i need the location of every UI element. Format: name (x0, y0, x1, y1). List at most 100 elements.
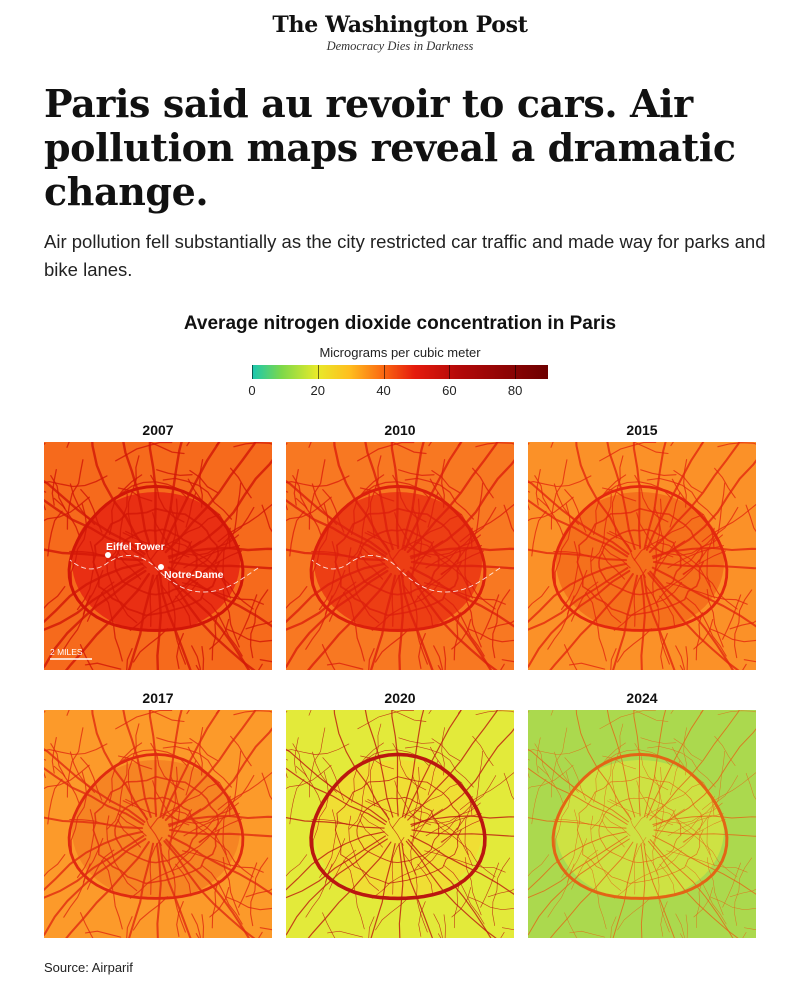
road-segment (655, 808, 685, 831)
road-segment (612, 843, 638, 938)
road-segment (417, 595, 434, 629)
legend-tick (317, 365, 319, 379)
road-segment (198, 816, 225, 843)
road-segment (163, 840, 256, 938)
road-segment (182, 850, 264, 873)
brand-logo[interactable]: The Washington Post (272, 12, 528, 38)
road-segment (554, 503, 572, 585)
road-segment (168, 828, 272, 838)
road-segment (149, 782, 220, 829)
road-segment (222, 588, 240, 648)
road-segment (406, 442, 499, 554)
road-segment (440, 816, 467, 843)
road-segment (528, 475, 592, 488)
road-segment (375, 896, 410, 931)
peripherique-ring (551, 752, 729, 900)
road-segment (471, 467, 494, 499)
road-segment (229, 467, 252, 499)
road-segment (534, 743, 550, 777)
road-segment (564, 912, 578, 938)
road-segment (606, 442, 636, 551)
road-network (44, 710, 272, 938)
road-segment (230, 735, 252, 767)
legend-label: 60 (442, 383, 457, 398)
road-segment (549, 841, 634, 938)
road-segment (590, 762, 612, 830)
source-note: Source: Airparif (44, 960, 133, 975)
road-segment (44, 562, 144, 624)
road-segment (370, 843, 396, 938)
road-segment (92, 775, 220, 885)
road-segment (286, 835, 386, 899)
road-segment (410, 835, 514, 895)
road-segment (66, 727, 84, 798)
road-segment (717, 442, 756, 448)
road-segment (176, 632, 184, 670)
road-segment (414, 541, 474, 599)
road-segment (80, 488, 103, 533)
road-segment (47, 510, 63, 557)
road-segment (433, 913, 443, 938)
map-panel: 2020 (286, 690, 514, 938)
road-segment (368, 648, 375, 670)
road-segment (640, 469, 677, 476)
road-segment (564, 757, 587, 801)
road-segment (44, 764, 90, 790)
map-panel: 2007 Eiffel Tower Notre-Dame 2 MILES (44, 422, 272, 670)
map-panel: 2024 (528, 690, 756, 938)
road-segment (70, 503, 88, 585)
road-segment (391, 710, 427, 722)
road-segment (464, 857, 482, 916)
road-segment (531, 510, 547, 557)
road-segment (181, 582, 264, 605)
road-segment (652, 560, 756, 570)
road-network (286, 710, 514, 938)
road-segment (286, 767, 386, 825)
road-segment (415, 809, 473, 867)
road-segment (528, 854, 550, 877)
road-segment (437, 775, 497, 836)
road-segment (311, 483, 338, 526)
road-segment (44, 767, 145, 826)
road-segment (656, 827, 700, 870)
road-segment (44, 548, 144, 562)
road-segment (423, 582, 506, 605)
road-segment (326, 662, 364, 670)
road-segment (401, 710, 425, 818)
eiffel-tower-label: Eiffel Tower (106, 541, 165, 553)
road-segment (410, 560, 514, 570)
road-segment (636, 512, 674, 558)
road-segment (360, 755, 395, 770)
central-hotspot (556, 760, 724, 900)
road-segment (132, 628, 169, 663)
road-segment (682, 548, 709, 575)
road-segment (168, 506, 181, 577)
road-segment (634, 782, 704, 829)
peripherique-ring (309, 752, 487, 901)
road-segment (714, 467, 736, 499)
road-segment (528, 548, 628, 562)
road-segment (673, 470, 703, 494)
road-segment (675, 551, 738, 610)
road-segment (168, 774, 181, 845)
road-segment (233, 442, 272, 448)
road-segment (441, 727, 445, 776)
landmark-annotations: Eiffel Tower Notre-Dame 2 MILES (50, 541, 224, 660)
road-segment (150, 742, 185, 791)
road-segment (152, 512, 190, 558)
road-segment (599, 710, 656, 730)
road-segment (286, 475, 350, 488)
road-segment (675, 820, 738, 878)
road-segment (161, 802, 239, 824)
road-segment (425, 544, 483, 569)
seine-river (311, 555, 501, 593)
road-segment (44, 566, 145, 631)
road-segment (685, 865, 727, 925)
road-segment (44, 498, 145, 558)
road-segment (286, 566, 387, 631)
road-segment (528, 817, 627, 829)
road-segment (167, 566, 272, 628)
peripherique-ring (551, 484, 729, 632)
road-segment (257, 663, 263, 670)
road-segment (696, 880, 703, 929)
